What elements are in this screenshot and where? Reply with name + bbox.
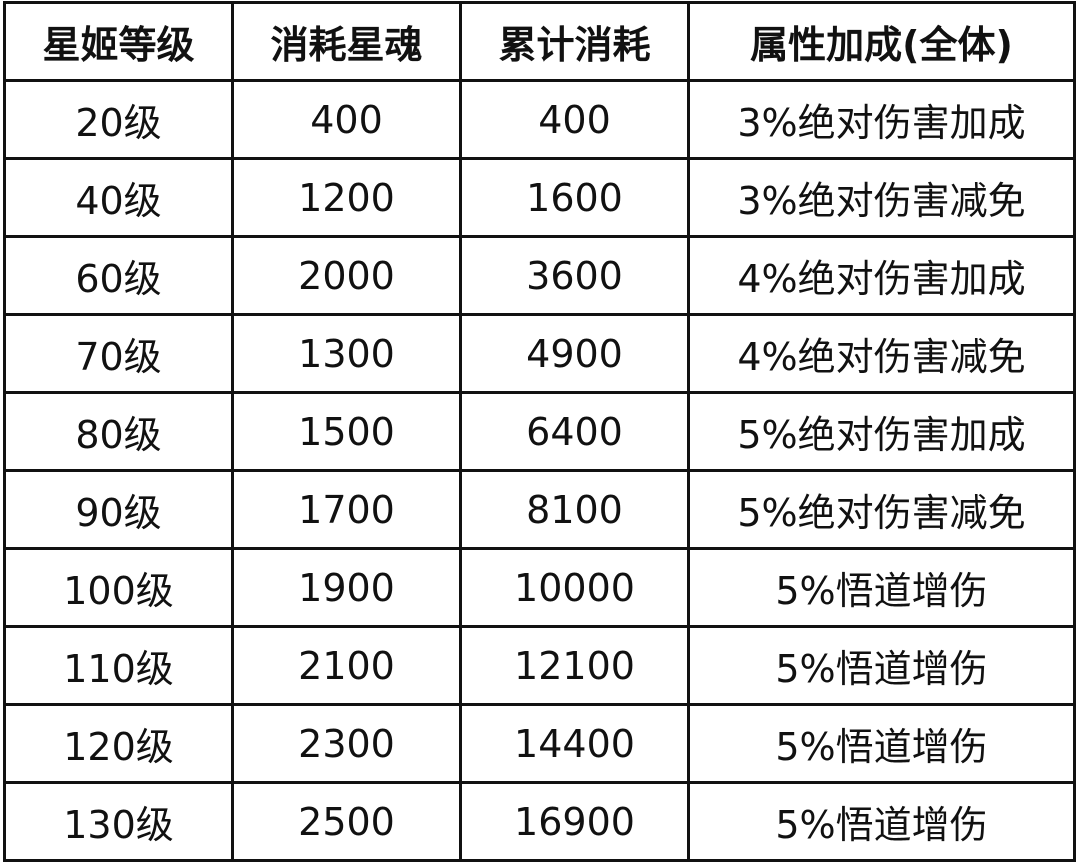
column-header-level: 星姬等级 bbox=[3, 1, 234, 82]
table-row: 90级 1700 8100 5%绝对伤害减免 bbox=[3, 469, 1076, 550]
table-row: 100级 1900 10000 5%悟道增伤 bbox=[3, 547, 1076, 628]
cell-attribute-bonus: 5%悟道增伤 bbox=[687, 625, 1076, 706]
cell-attribute-bonus: 3%绝对伤害减免 bbox=[687, 157, 1076, 238]
table-row: 70级 1300 4900 4%绝对伤害减免 bbox=[3, 313, 1076, 394]
cell-level: 90级 bbox=[3, 469, 234, 550]
cell-cumulative-cost: 14400 bbox=[459, 703, 690, 784]
cell-cost: 1500 bbox=[231, 391, 462, 472]
cell-cost: 400 bbox=[231, 79, 462, 160]
cell-cost: 1700 bbox=[231, 469, 462, 550]
cell-attribute-bonus: 5%绝对伤害减免 bbox=[687, 469, 1076, 550]
cell-level: 110级 bbox=[3, 625, 234, 706]
table-row: 120级 2300 14400 5%悟道增伤 bbox=[3, 703, 1076, 784]
cell-level: 70级 bbox=[3, 313, 234, 394]
cell-cost: 2100 bbox=[231, 625, 462, 706]
star-level-table: 星姬等级 消耗星魂 累计消耗 属性加成(全体) 20级 400 400 3%绝对伤害加成 40… bbox=[3, 1, 1076, 862]
cell-attribute-bonus: 3%绝对伤害加成 bbox=[687, 79, 1076, 160]
cell-level: 100级 bbox=[3, 547, 234, 628]
cell-cost: 1200 bbox=[231, 157, 462, 238]
header-row: 星姬等级 消耗星魂 累计消耗 属性加成(全体) bbox=[3, 1, 1076, 82]
cell-level: 20级 bbox=[3, 79, 234, 160]
table-body: 20级 400 400 3%绝对伤害加成 40级 1200 1600 3%绝对伤害减免 60级 2… bbox=[3, 79, 1076, 862]
cell-level: 130级 bbox=[3, 781, 234, 862]
cell-attribute-bonus: 5%悟道增伤 bbox=[687, 547, 1076, 628]
cell-cost: 2500 bbox=[231, 781, 462, 862]
cell-level: 80级 bbox=[3, 391, 234, 472]
cell-cumulative-cost: 12100 bbox=[459, 625, 690, 706]
table-row: 80级 1500 6400 5%绝对伤害加成 bbox=[3, 391, 1076, 472]
cell-cumulative-cost: 16900 bbox=[459, 781, 690, 862]
cell-cumulative-cost: 3600 bbox=[459, 235, 690, 316]
cell-attribute-bonus: 4%绝对伤害加成 bbox=[687, 235, 1076, 316]
column-header-attribute-bonus: 属性加成(全体) bbox=[687, 1, 1076, 82]
cell-cost: 2000 bbox=[231, 235, 462, 316]
cell-level: 40级 bbox=[3, 157, 234, 238]
cell-level: 120级 bbox=[3, 703, 234, 784]
column-header-cumulative-cost: 累计消耗 bbox=[459, 1, 690, 82]
cell-cost: 1900 bbox=[231, 547, 462, 628]
table-row: 110级 2100 12100 5%悟道增伤 bbox=[3, 625, 1076, 706]
table-row: 20级 400 400 3%绝对伤害加成 bbox=[3, 79, 1076, 160]
cell-attribute-bonus: 5%绝对伤害加成 bbox=[687, 391, 1076, 472]
cell-attribute-bonus: 5%悟道增伤 bbox=[687, 781, 1076, 862]
table-row: 60级 2000 3600 4%绝对伤害加成 bbox=[3, 235, 1076, 316]
cell-attribute-bonus: 5%悟道增伤 bbox=[687, 703, 1076, 784]
cell-cumulative-cost: 6400 bbox=[459, 391, 690, 472]
cell-cumulative-cost: 10000 bbox=[459, 547, 690, 628]
column-header-cost: 消耗星魂 bbox=[231, 1, 462, 82]
cell-cost: 1300 bbox=[231, 313, 462, 394]
cell-cost: 2300 bbox=[231, 703, 462, 784]
table-row: 40级 1200 1600 3%绝对伤害减免 bbox=[3, 157, 1076, 238]
cell-cumulative-cost: 1600 bbox=[459, 157, 690, 238]
cell-cumulative-cost: 4900 bbox=[459, 313, 690, 394]
cell-cumulative-cost: 400 bbox=[459, 79, 690, 160]
table-row: 130级 2500 16900 5%悟道增伤 bbox=[3, 781, 1076, 862]
cell-cumulative-cost: 8100 bbox=[459, 469, 690, 550]
cell-level: 60级 bbox=[3, 235, 234, 316]
cell-attribute-bonus: 4%绝对伤害减免 bbox=[687, 313, 1076, 394]
